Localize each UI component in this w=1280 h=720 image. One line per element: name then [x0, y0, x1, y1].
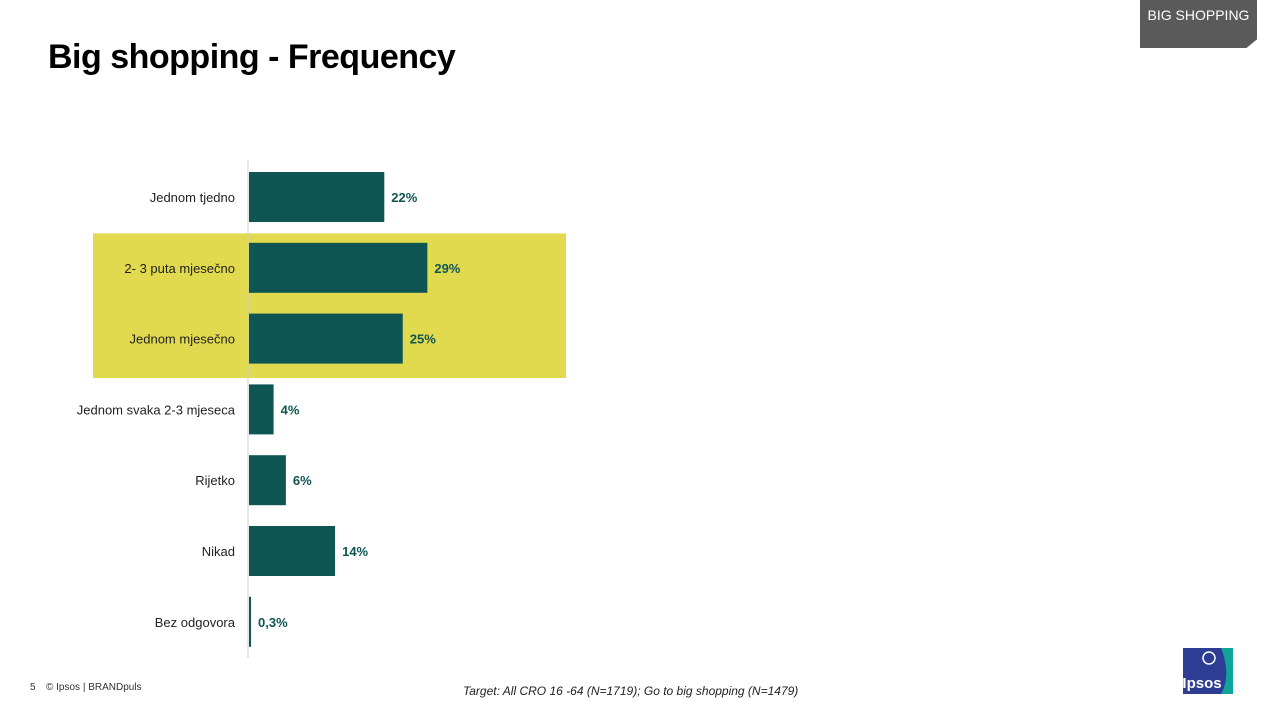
value-label: 25% — [410, 332, 436, 347]
category-label: 2- 3 puta mjesečno — [124, 261, 235, 276]
bar — [249, 455, 286, 506]
value-label: 0,3% — [258, 615, 288, 630]
bars-layer — [249, 172, 428, 647]
bar — [249, 384, 274, 435]
bar — [249, 596, 251, 647]
copyright: © Ipsos | BRANDpuls — [46, 682, 142, 693]
value-label: 6% — [293, 473, 312, 488]
bar — [249, 242, 428, 293]
bar — [249, 526, 336, 576]
value-label: 14% — [342, 544, 368, 559]
category-label: Jednom tjedno — [150, 190, 235, 205]
section-tag: BIG SHOPPING — [1140, 0, 1257, 48]
value-label: 29% — [434, 261, 460, 276]
category-label: Rijetko — [195, 473, 235, 488]
value-label: 22% — [391, 190, 417, 205]
bar — [249, 172, 385, 222]
category-label: Jednom svaka 2-3 mjeseca — [77, 402, 236, 417]
value-label: 4% — [281, 402, 300, 417]
category-label: Nikad — [202, 544, 235, 559]
category-label: Jednom mjesečno — [130, 332, 236, 347]
category-label: Bez odgovora — [155, 615, 236, 630]
ipsos-logo: Ipsos — [1183, 648, 1233, 694]
ipsos-logo-text: Ipsos — [1183, 675, 1222, 692]
footnote: Target: All CRO 16 -64 (N=1719); Go to b… — [463, 684, 799, 698]
labels-layer: Jednom tjedno 22% 2- 3 puta mjesečno 29% Jed… — [77, 190, 461, 630]
page-title: Big shopping - Frequency — [48, 38, 456, 76]
bar — [249, 313, 403, 364]
page-number: 5 — [30, 682, 36, 693]
